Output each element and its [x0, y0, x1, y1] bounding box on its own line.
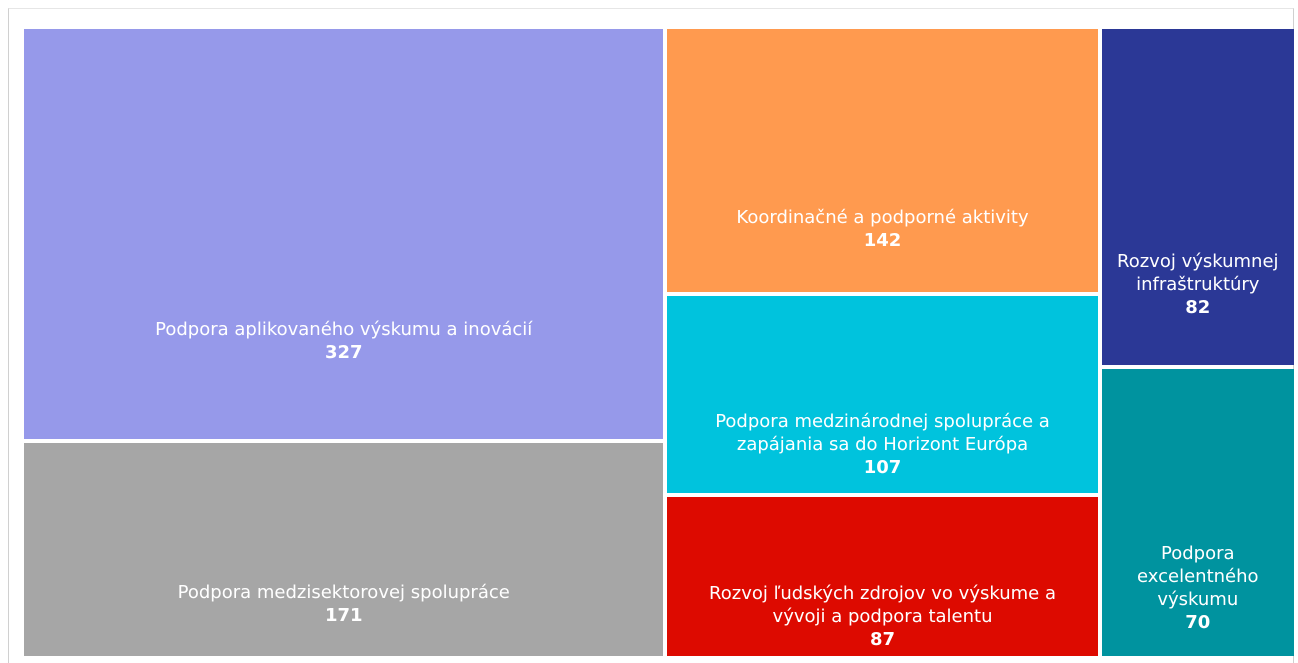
category-label: Podpora aplikovaného výskumu a inovácií [155, 318, 533, 340]
value-label: 142 [863, 229, 902, 251]
value-label: 82 [1185, 297, 1211, 319]
treemap: Podpora aplikovaného výskumu a inovácií 3… [22, 27, 1296, 658]
cell-label: Koordinačné a podporné aktivity 142 [667, 206, 1097, 252]
value-label: 171 [324, 605, 363, 627]
cell-label: Rozvoj ľudských zdrojov vo výskume a výv… [667, 582, 1097, 651]
category-label: Podpora medzinárodnej spolupráce a zapáj… [715, 410, 1050, 455]
cell-label: Podpora aplikovaného výskumu a inovácií 3… [24, 318, 663, 364]
treemap-cell: Podpora medzisektorovej spolupráce 171 [24, 443, 664, 656]
value-label: 327 [324, 341, 363, 363]
cell-label: Podpora medzinárodnej spolupráce a zapáj… [667, 410, 1097, 479]
treemap-cell: Podpora medzinárodnej spolupráce a zapáj… [667, 295, 1098, 493]
treemap-cell: Rozvoj ľudských zdrojov vo výskume a výv… [667, 496, 1098, 656]
cell-label: Podpora medzisektorovej spolupráce 171 [24, 581, 663, 627]
value-label: 107 [863, 456, 902, 478]
category-label: Rozvoj ľudských zdrojov vo výskume a výv… [709, 582, 1056, 627]
treemap-cell: Podpora excelentného výskumu 70 [1101, 369, 1294, 656]
category-label: Podpora excelentného výskumu [1137, 542, 1259, 610]
treemap-cell: Koordinačné a podporné aktivity 142 [667, 29, 1098, 292]
cell-label: Rozvoj výskumnej infraštruktúry 82 [1102, 250, 1294, 319]
category-label: Podpora medzisektorovej spolupráce [177, 582, 510, 604]
value-label: 70 [1185, 611, 1211, 633]
cell-label: Podpora excelentného výskumu 70 [1102, 542, 1294, 634]
value-label: 87 [869, 628, 896, 650]
category-label: Rozvoj výskumnej infraštruktúry [1117, 251, 1279, 296]
treemap-cell: Rozvoj výskumnej infraštruktúry 82 [1101, 29, 1294, 366]
category-label: Koordinačné a podporné aktivity [736, 206, 1029, 228]
treemap-cell: Podpora aplikovaného výskumu a inovácií 3… [24, 29, 664, 440]
